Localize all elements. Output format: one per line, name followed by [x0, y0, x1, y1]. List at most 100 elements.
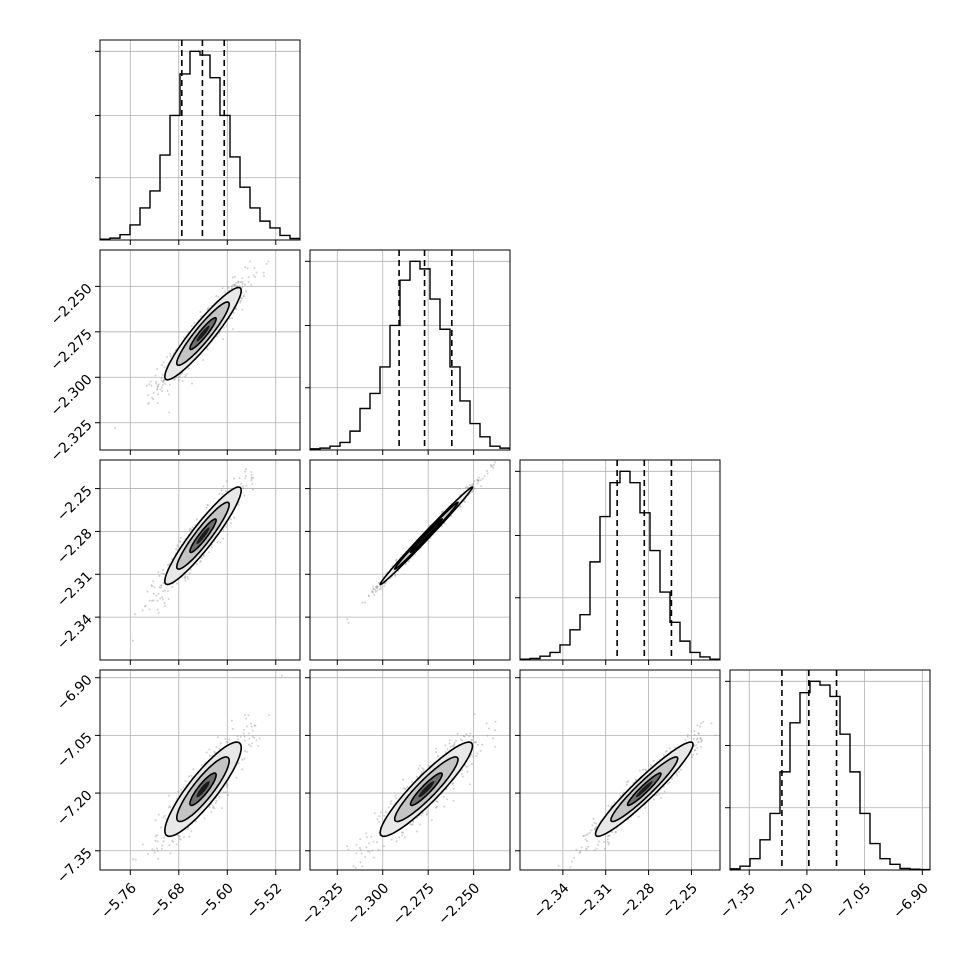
- scatter-point: [133, 613, 136, 616]
- scatter-point: [593, 849, 596, 852]
- scatter-point: [459, 738, 462, 741]
- scatter-point: [236, 735, 239, 738]
- scatter-point: [206, 308, 209, 311]
- scatter-point: [221, 287, 224, 290]
- scatter-point: [162, 816, 165, 819]
- scatter-point: [472, 483, 475, 486]
- scatter-point: [165, 817, 168, 820]
- scatter-point: [575, 848, 578, 851]
- scatter-point: [699, 736, 702, 739]
- scatter-point: [582, 835, 585, 837]
- scatter-point: [157, 611, 160, 614]
- scatter-point: [154, 374, 157, 377]
- scatter-point: [255, 739, 258, 742]
- scatter-point: [233, 283, 236, 286]
- scatter-point: [236, 284, 239, 287]
- scatter-point: [213, 752, 216, 754]
- scatter-point: [461, 775, 464, 778]
- scatter-point: [241, 308, 244, 311]
- scatter-point: [162, 582, 165, 585]
- scatter-point: [190, 325, 193, 327]
- panel-3-1: [305, 669, 511, 875]
- scatter-point: [188, 572, 191, 575]
- scatter-point: [239, 301, 242, 304]
- scatter-point: [177, 835, 180, 838]
- contour-line: [189, 317, 217, 351]
- contour-line: [409, 518, 444, 554]
- scatter-point: [365, 846, 368, 849]
- scatter-point: [233, 477, 235, 480]
- scatter-point: [472, 488, 475, 491]
- scatter-point: [358, 846, 361, 849]
- scatter-point: [215, 746, 218, 749]
- scatter-point: [189, 527, 192, 530]
- panel-frame: [729, 669, 931, 871]
- scatter-point: [190, 774, 193, 777]
- scatter-point: [701, 739, 704, 742]
- scatter-point: [699, 725, 702, 728]
- scatter-point: [162, 590, 164, 593]
- scatter-point: [159, 388, 162, 391]
- scatter-point: [593, 828, 596, 831]
- scatter-point: [253, 266, 256, 269]
- scatter-point: [113, 427, 116, 430]
- scatter-point: [164, 382, 167, 385]
- scatter-point: [226, 786, 228, 789]
- scatter-point: [376, 585, 379, 588]
- scatter-point: [477, 479, 480, 482]
- panel-frame: [99, 249, 301, 451]
- scatter-point: [212, 805, 215, 808]
- scatter-point: [243, 714, 246, 716]
- scatter-point: [223, 326, 226, 329]
- scatter-point: [169, 355, 172, 358]
- scatter-point: [571, 872, 573, 874]
- scatter-point: [675, 772, 678, 775]
- scatter-point: [230, 287, 233, 290]
- scatter-point: [190, 830, 193, 833]
- scatter-point: [203, 553, 205, 556]
- scatter-point: [169, 806, 172, 809]
- histogram-line: [100, 50, 300, 240]
- y-tick-label: −7.20: [54, 787, 96, 829]
- x-tick-label: −2.34: [531, 880, 573, 922]
- contour-line: [189, 518, 217, 554]
- scatter-point: [193, 321, 196, 324]
- density-fill: [196, 325, 210, 342]
- scatter-point: [247, 743, 250, 746]
- scatter-point: [347, 621, 350, 624]
- scatter-point: [161, 383, 164, 386]
- scatter-point: [157, 383, 160, 386]
- scatter-point: [152, 580, 155, 583]
- scatter-point: [243, 494, 246, 497]
- scatter-point: [250, 722, 252, 725]
- scatter-point: [436, 800, 439, 803]
- scatter-point: [652, 798, 655, 801]
- scatter-point: [491, 464, 494, 467]
- scatter-point: [452, 800, 455, 802]
- scatter-point: [587, 845, 590, 848]
- scatter-point: [395, 797, 398, 800]
- scatter-point: [150, 384, 153, 387]
- scatter-point: [594, 828, 597, 831]
- scatter-point: [585, 847, 588, 850]
- scatter-point: [585, 848, 588, 851]
- scatter-point: [403, 836, 406, 839]
- scatter-point: [467, 765, 469, 768]
- scatter-point: [222, 485, 225, 488]
- scatter-point: [222, 338, 224, 340]
- scatter-point: [573, 857, 576, 859]
- scatter-point: [367, 594, 370, 597]
- scatter-point: [136, 882, 138, 884]
- scatter-point: [169, 852, 172, 855]
- scatter-point: [149, 380, 152, 383]
- scatter-point: [225, 324, 228, 327]
- scatter-point: [244, 283, 246, 286]
- scatter-point: [189, 568, 192, 571]
- scatter-point: [696, 737, 699, 740]
- contour-line: [393, 501, 459, 570]
- scatter-point: [218, 796, 221, 799]
- scatter-point: [233, 275, 236, 278]
- scatter-point: [241, 281, 244, 284]
- scatter-point: [179, 838, 182, 841]
- scatter-point: [187, 577, 189, 580]
